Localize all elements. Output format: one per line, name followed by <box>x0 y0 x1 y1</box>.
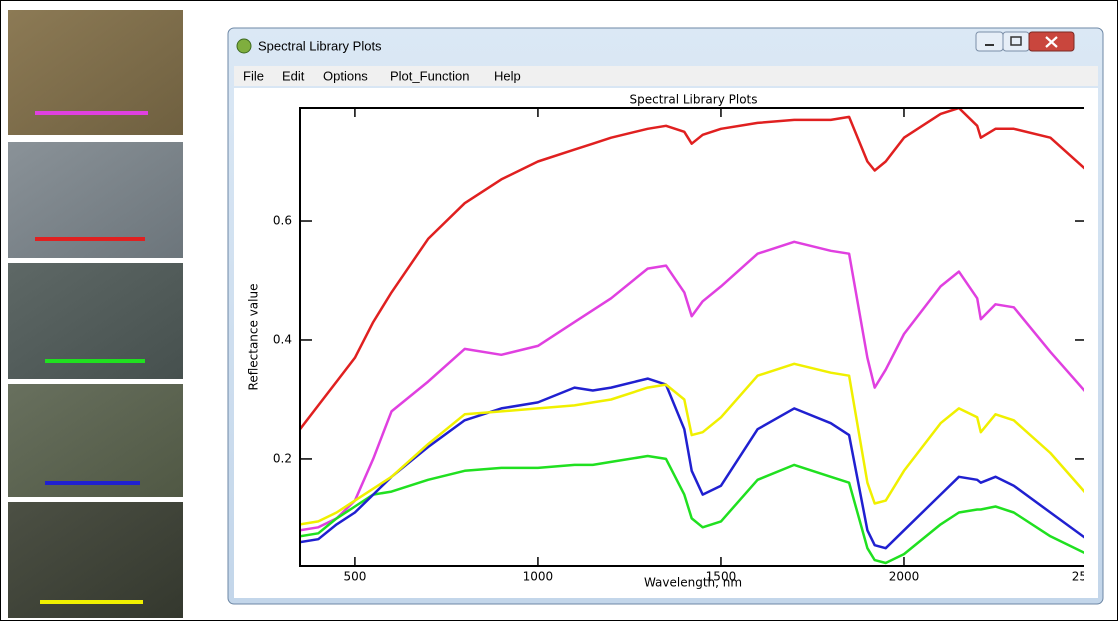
soil-photo <box>8 384 183 497</box>
series-group <box>300 108 1084 565</box>
y-axis-label: Reflectance value <box>247 284 261 391</box>
menu-item[interactable]: Options <box>323 68 368 83</box>
soil-photo <box>8 502 183 618</box>
spectrum-line <box>300 362 1084 526</box>
plot-frame <box>299 107 1084 567</box>
chart-title: Spectral Library Plots <box>630 93 758 107</box>
y-tick-label: 0.4 <box>273 332 292 346</box>
spectrum-line <box>300 240 1084 532</box>
menu-item[interactable]: Help <box>494 68 521 83</box>
y-tick-label: 0.6 <box>273 214 292 228</box>
menu-item[interactable]: Edit <box>282 68 305 83</box>
maximize-icon <box>1010 36 1022 46</box>
window: Spectral Library Plots File Edit Options Pl… <box>227 27 1104 605</box>
x-tick-label: 2500 <box>1072 570 1103 584</box>
window-title: Spectral Library Plots <box>258 38 382 53</box>
minimize-button[interactable] <box>975 31 1004 52</box>
x-tick-label: 500 <box>343 570 366 584</box>
maximize-button[interactable] <box>1002 31 1030 52</box>
photos <box>8 10 183 618</box>
app-icon <box>236 38 252 54</box>
menu-item[interactable]: File <box>243 68 264 83</box>
spectrum-line <box>300 108 1084 430</box>
x-axis-label: Wavelength, nm <box>644 576 742 590</box>
spectrum-line <box>300 377 1084 550</box>
x-tick-label: 1000 <box>523 570 554 584</box>
x-tick-label: 2000 <box>889 570 920 584</box>
plot-window <box>234 88 1098 598</box>
x-tick-label: 1500 <box>706 570 737 584</box>
soil-photo <box>8 10 183 135</box>
menu-item[interactable]: Plot_Function <box>390 68 470 83</box>
menu-bar <box>234 66 1098 86</box>
close-icon <box>1045 36 1058 48</box>
spectrum-line <box>300 454 1084 565</box>
y-tick-label: 0.2 <box>273 451 292 465</box>
